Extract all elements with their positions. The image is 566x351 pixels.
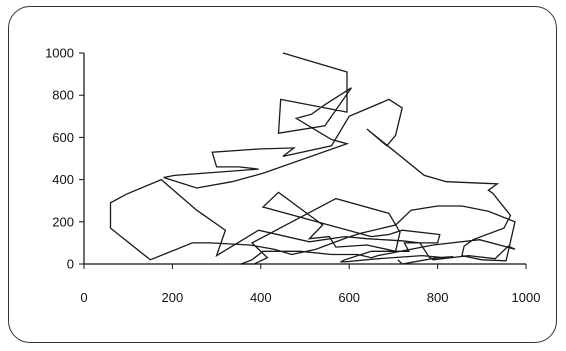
x-tick-label: 1000 (512, 290, 541, 305)
y-tick-label: 200 (52, 214, 74, 229)
chart-axes (79, 52, 527, 269)
x-tick-label: 400 (250, 290, 272, 305)
y-tick-label: 400 (52, 172, 74, 187)
x-tick-label: 200 (162, 290, 184, 305)
chart-frame (8, 6, 557, 343)
series-line (109, 52, 516, 265)
y-tick-label: 800 (52, 88, 74, 103)
y-tick-label: 1000 (45, 46, 74, 61)
x-tick-label: 0 (80, 290, 87, 305)
y-tick-label: 0 (67, 257, 74, 272)
x-tick-label: 800 (427, 290, 449, 305)
y-tick-label: 600 (52, 130, 74, 145)
x-tick-label: 600 (338, 290, 360, 305)
chart-tick-labels: 0 200 400 600 800 1000 0 200 400 600 800 1000 (45, 46, 540, 306)
chart-series (109, 52, 516, 265)
